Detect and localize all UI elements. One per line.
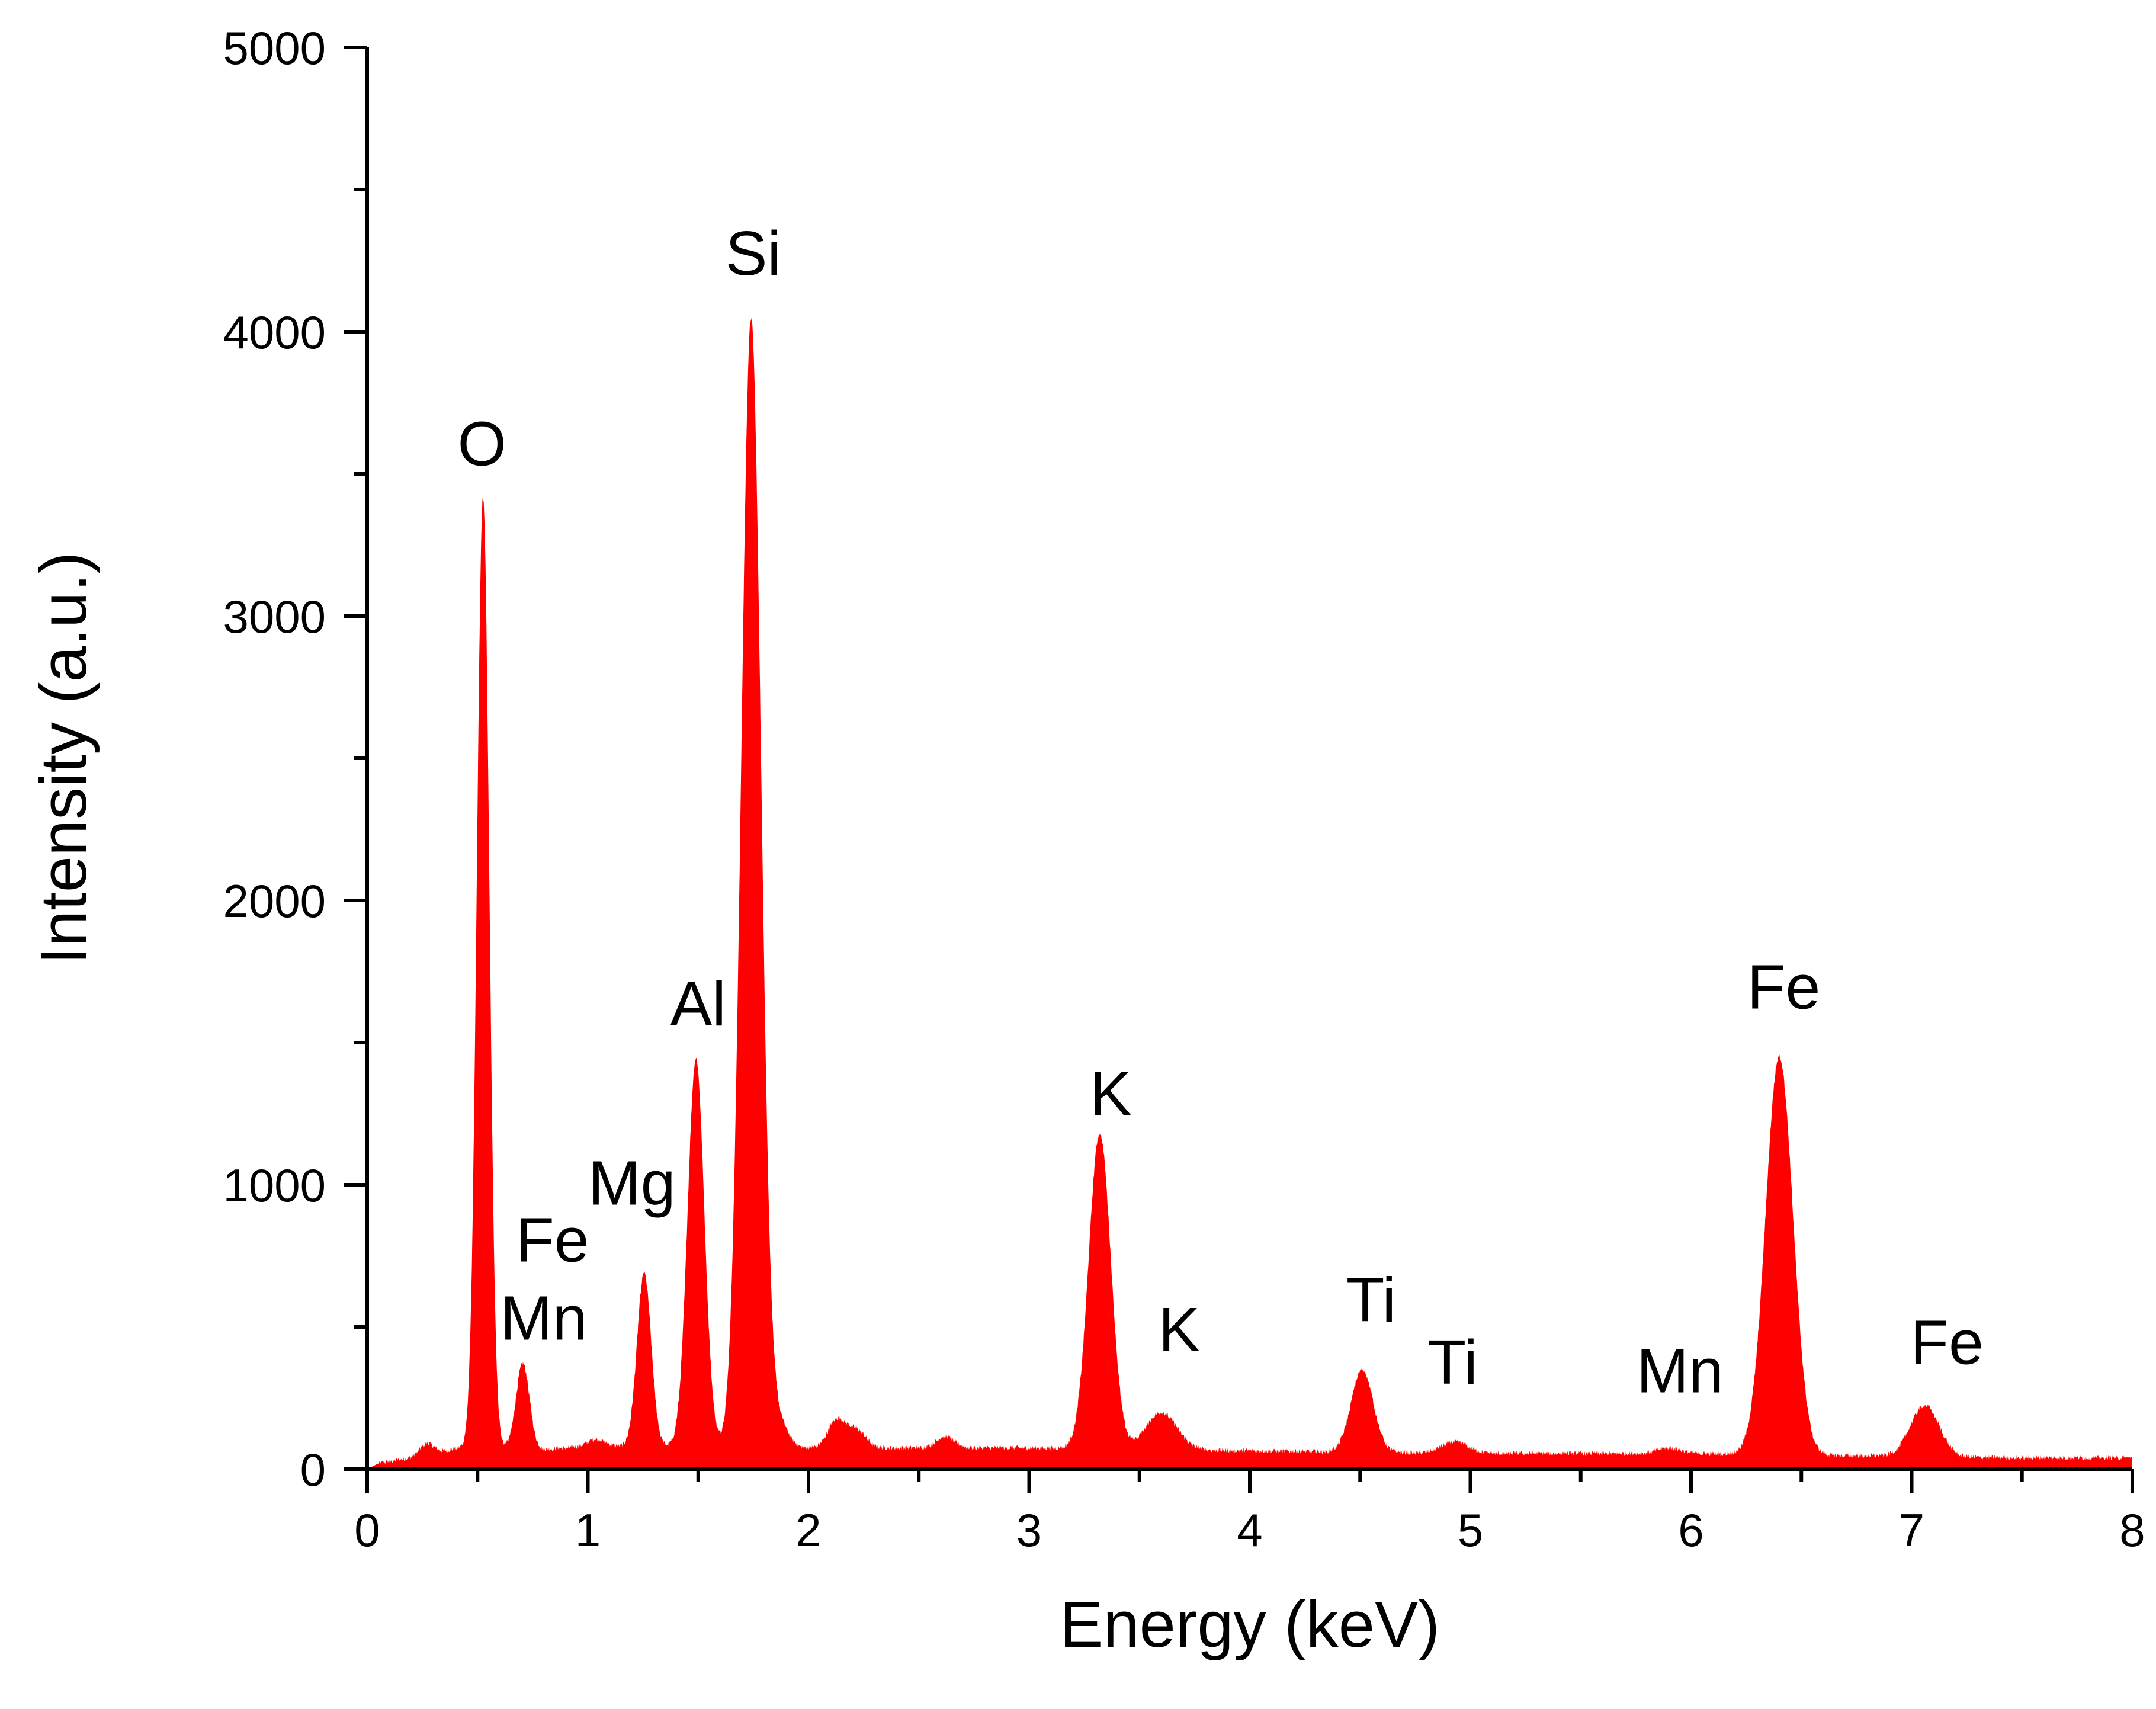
axes: 0 1 2 3 4 5 6 7 8 0 1000 2000 3000 4000 5000 bbox=[223, 22, 2145, 1556]
x-tick-label: 7 bbox=[1899, 1504, 1924, 1556]
spectrum-area bbox=[367, 318, 2132, 1469]
y-ticks: 0 1000 2000 3000 4000 5000 bbox=[223, 22, 367, 1496]
y-tick-label: 5000 bbox=[223, 22, 326, 74]
peak-label: K bbox=[1090, 1059, 1132, 1128]
peak-label: Mg bbox=[588, 1149, 675, 1219]
peak-label: Al bbox=[670, 969, 726, 1039]
x-axis-title: Energy (keV) bbox=[1060, 1588, 1440, 1661]
peak-label: K bbox=[1158, 1295, 1200, 1365]
peak-label: Fe bbox=[1747, 952, 1821, 1022]
y-tick-label: 0 bbox=[300, 1444, 326, 1496]
x-tick-label: 4 bbox=[1237, 1504, 1262, 1556]
x-tick-label: 3 bbox=[1016, 1504, 1042, 1556]
peak-label: O bbox=[457, 409, 506, 479]
x-tick-label: 5 bbox=[1458, 1504, 1483, 1556]
y-tick-label: 1000 bbox=[223, 1159, 326, 1211]
y-tick-label: 2000 bbox=[223, 875, 326, 927]
x-tick-label: 0 bbox=[354, 1504, 380, 1556]
peak-label: Si bbox=[726, 219, 781, 288]
y-tick-label: 4000 bbox=[223, 306, 326, 358]
x-tick-label: 8 bbox=[2119, 1504, 2145, 1556]
peak-label: Mn bbox=[500, 1284, 587, 1354]
x-tick-label: 1 bbox=[575, 1504, 601, 1556]
y-axis-title: Intensity (a.u.) bbox=[27, 552, 100, 965]
x-tick-label: 2 bbox=[795, 1504, 821, 1556]
peak-label: Mn bbox=[1637, 1336, 1724, 1406]
plot-area bbox=[367, 318, 2132, 1469]
peak-label: Fe bbox=[1910, 1307, 1984, 1377]
peak-label: Fe bbox=[516, 1205, 589, 1275]
peak-label: Ti bbox=[1346, 1265, 1396, 1335]
peak-label: Ti bbox=[1428, 1328, 1478, 1397]
x-ticks: 0 1 2 3 4 5 6 7 8 bbox=[354, 1469, 2145, 1556]
x-tick-label: 6 bbox=[1678, 1504, 1703, 1556]
y-tick-label: 3000 bbox=[223, 591, 326, 643]
